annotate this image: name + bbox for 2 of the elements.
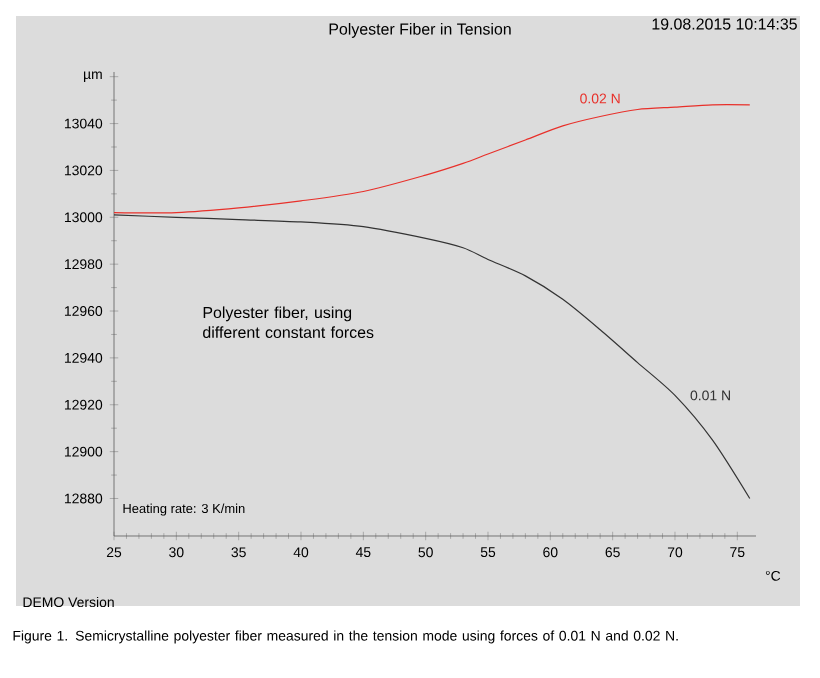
line-series <box>113 214 751 500</box>
line-series <box>113 104 751 214</box>
